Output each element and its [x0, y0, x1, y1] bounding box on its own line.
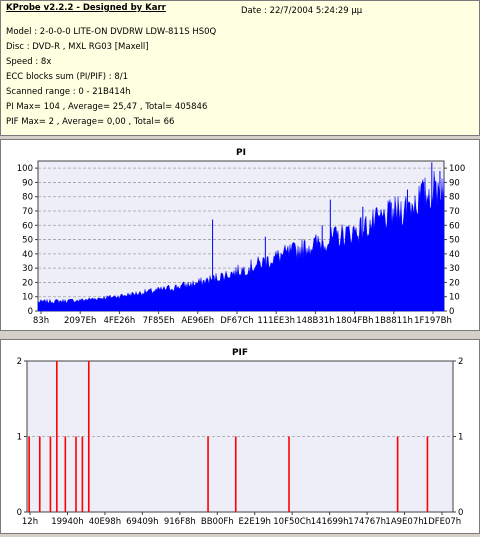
pif-ytick-label-right: 0 [458, 508, 463, 518]
pif-xtick-label: E2E19h [239, 517, 271, 527]
pi-chart: PI 0 0 10 10 20 20 30 30 40 40 50 50 60 60 70 70 80 80 90 90… [17, 148, 465, 326]
pi-ytick-label-right: 60 [449, 221, 460, 231]
pif-xtick-label: 69409h [126, 517, 158, 527]
info-model: Model : 2-0-0-0 LITE-ON DVDRW LDW-811S H… [6, 27, 217, 37]
pi-ytick-label-left: 90 [22, 178, 33, 188]
pi-ytick-label-left: 40 [22, 250, 33, 260]
pif-ytick-label-right: 2 [458, 357, 463, 367]
pif-chart-title: PIF [232, 348, 248, 358]
pi-series-area [37, 171, 445, 312]
pi-xtick-label: 2097Eh [64, 316, 96, 326]
pi-chart-title: PI [236, 148, 246, 158]
pi-ytick-label-right: 80 [449, 193, 460, 203]
pi-ytick-label-right: 10 [449, 293, 460, 303]
pif-xtick-label: 10F50Ch [273, 517, 311, 527]
pif-xtick-label: 141699h [311, 517, 349, 527]
pi-ytick-label-left: 60 [22, 221, 33, 231]
pi-ytick-label-left: 20 [22, 278, 33, 288]
pi-ytick-label-left: 100 [17, 164, 33, 174]
pif-xtick-label: 1DFE07h [423, 517, 461, 527]
pif-chart: PIF 0 0 1 1 2 2 12h 19940h 40E98h 69409h 916F8h BB00… [17, 348, 464, 527]
pi-ytick-label-right: 70 [449, 207, 460, 217]
pif-xtick-label: BB00Fh [201, 517, 234, 527]
info-ecc-blocks: ECC blocks sum (PI/PIF) : 8/1 [6, 72, 129, 82]
pi-ytick-label-right: 20 [449, 278, 460, 288]
info-speed: Speed : 8x [6, 57, 52, 67]
pi-xtick-label: 1B8811h [375, 316, 413, 326]
pif-xtick-label: 40E98h [89, 517, 121, 527]
pif-xtick-label: 12h [22, 517, 38, 527]
pif-xtick-label: 19940h [51, 517, 83, 527]
pi-ytick-label-left: 10 [22, 293, 33, 303]
info-disc: Disc : DVD-R , MXL RG03 [Maxell] [6, 42, 149, 52]
pif-chart-panel: PIF 0 0 1 1 2 2 12h 19940h 40E98h 69409h 916F8h BB00… [0, 339, 480, 534]
app-title: KProbe v2.2.2 - Designed by Karr [6, 3, 166, 13]
info-pif-stats: PIF Max= 2 , Average= 0,00 , Total= 66 [6, 117, 175, 127]
info-pi-stats: PI Max= 104 , Average= 25,47 , Total= 40… [6, 102, 208, 112]
pi-ytick-label-right: 50 [449, 236, 460, 246]
pi-ytick-label-left: 30 [22, 264, 33, 274]
pif-xtick-label: 916F8h [164, 517, 196, 527]
pi-xtick-label: 111EE3h [257, 316, 295, 326]
pi-ytick-label-right: 0 [449, 307, 454, 317]
pi-xtick-label: 83h [33, 316, 49, 326]
scan-date: Date : 22/7/2004 5:24:29 μμ [241, 6, 363, 16]
pi-ytick-label-left: 0 [28, 307, 33, 317]
pi-ytick-label-right: 100 [449, 164, 465, 174]
pi-ytick-label-right: 90 [449, 178, 460, 188]
pi-ytick-label-left: 70 [22, 207, 33, 217]
disc-info-panel: KProbe v2.2.2 - Designed by Karr Date : … [0, 0, 480, 136]
pi-ytick-label-right: 40 [449, 250, 460, 260]
pif-ytick-label-left: 0 [17, 508, 22, 518]
pi-xtick-label: DF67Ch [220, 316, 254, 326]
pi-ytick-label-right: 30 [449, 264, 460, 274]
info-scanned-range: Scanned range : 0 - 21B414h [6, 87, 131, 97]
pi-xtick-label: 1804FBh [336, 316, 374, 326]
pi-chart-panel: PI 0 0 10 10 20 20 30 30 40 40 50 50 60 60 70 70 80 80 90 90… [0, 139, 480, 331]
pif-xtick-label: 174767h [348, 517, 386, 527]
pif-ytick-label-left: 2 [17, 357, 22, 367]
pi-xtick-label: AE96Eh [181, 316, 214, 326]
pi-ytick-label-left: 50 [22, 236, 33, 246]
pif-ytick-label-right: 1 [458, 433, 463, 443]
pi-ytick-label-left: 80 [22, 193, 33, 203]
pi-xtick-label: 4FE26h [103, 316, 135, 326]
pif-xtick-label: 1A9E07h [385, 517, 423, 527]
pi-xtick-label: 148B31h [296, 316, 334, 326]
pi-xtick-label: 7F85Eh [143, 316, 175, 326]
pi-xtick-label: 1F197Bh [414, 316, 452, 326]
pif-ytick-label-left: 1 [17, 433, 22, 443]
